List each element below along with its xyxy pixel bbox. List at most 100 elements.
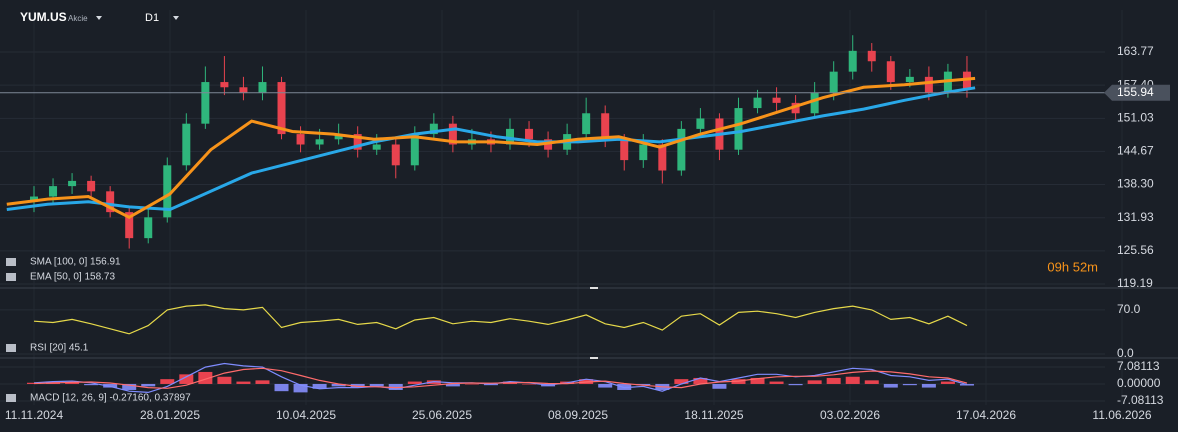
candle-body xyxy=(962,71,971,90)
candle-body xyxy=(867,50,876,62)
last-price-tag xyxy=(1104,84,1170,101)
histogram-bar xyxy=(388,383,403,390)
candle-body xyxy=(182,123,191,166)
candle-body xyxy=(334,134,343,140)
histogram-bar xyxy=(407,381,422,384)
candle-body xyxy=(163,165,172,218)
dropdown-arrow[interactable] xyxy=(96,16,102,20)
histogram-bar xyxy=(940,381,955,384)
y-tick-label: -7.08113 xyxy=(1117,393,1164,407)
y-tick-label: 7.08113 xyxy=(1117,359,1160,373)
candle-body xyxy=(30,196,38,202)
histogram-bar xyxy=(674,379,689,384)
candle-body xyxy=(220,82,229,88)
candle-body xyxy=(658,144,667,171)
candle-body xyxy=(810,92,819,114)
histogram-bar xyxy=(445,383,460,387)
indicator-line xyxy=(33,304,968,335)
y-tick-label: 70.0 xyxy=(1117,302,1141,316)
histogram-bar xyxy=(236,381,251,384)
candle-body xyxy=(772,97,781,103)
candle-body xyxy=(353,134,362,150)
candle-body xyxy=(601,113,610,140)
candle-body xyxy=(87,180,96,192)
histogram-bar xyxy=(693,377,708,384)
histogram-bar xyxy=(826,377,841,384)
plot-layer xyxy=(0,35,1110,394)
countdown: 09h 52m xyxy=(1047,259,1098,274)
candle-body xyxy=(677,128,686,171)
x-tick-label: 08.09.2025 xyxy=(548,408,608,422)
histogram-bar xyxy=(750,377,765,384)
x-tick-label: 03.02.2026 xyxy=(820,408,880,422)
candle-body xyxy=(525,128,534,140)
legend-icon[interactable] xyxy=(6,344,16,352)
legend-icons xyxy=(6,258,16,402)
ma-line xyxy=(6,86,976,212)
candle-body xyxy=(277,82,286,135)
x-tick-label: 25.06.2025 xyxy=(412,408,472,422)
candle-body xyxy=(68,180,77,187)
histogram-bar xyxy=(902,383,917,386)
legend-icon[interactable] xyxy=(6,273,16,281)
histogram-bar xyxy=(769,381,784,384)
candle-body xyxy=(144,217,153,239)
y-tick-label: 0.0 xyxy=(1117,346,1134,360)
legend-macd: MACD [12, 26, 9] -0.27160, 0.37897 xyxy=(30,393,191,404)
candle-body xyxy=(848,50,857,72)
histogram-bar xyxy=(598,383,613,388)
candle-body xyxy=(924,76,933,93)
histogram-bar xyxy=(198,371,213,384)
grid-layer xyxy=(0,10,1123,405)
histogram-bar xyxy=(255,380,270,384)
y-tick-label: 151.03 xyxy=(1117,110,1154,124)
y-tick-label: 163.77 xyxy=(1117,44,1154,58)
histogram-bar xyxy=(883,383,898,388)
legend-ema: EMA [50, 0] 158.73 xyxy=(30,272,115,283)
histogram-bar xyxy=(179,374,194,384)
candle-body xyxy=(258,82,267,93)
legend-icon[interactable] xyxy=(6,394,16,402)
candle-body xyxy=(506,128,514,145)
legend-rsi: RSI [20] 45.1 xyxy=(30,343,89,354)
asset-type: Akcie xyxy=(68,14,88,23)
legend-sma: SMA [100, 0] 156.91 xyxy=(30,257,121,268)
x-tick-label: 11.11.2024 xyxy=(5,408,64,422)
candle-body xyxy=(315,139,324,145)
symbol[interactable]: YUM.US xyxy=(20,10,67,24)
histogram-bar xyxy=(274,383,289,392)
candle-body xyxy=(429,123,438,135)
candle-body xyxy=(410,134,419,166)
y-tick-label: 131.93 xyxy=(1117,210,1154,224)
timeframe[interactable]: D1 xyxy=(145,12,159,24)
dropdown-arrow[interactable] xyxy=(173,16,179,20)
histogram-bar xyxy=(65,382,80,384)
candle-body xyxy=(106,191,115,213)
y-tick-label: 138.30 xyxy=(1117,177,1154,191)
candle-body xyxy=(448,123,457,145)
candle-body xyxy=(734,108,743,150)
candle-body xyxy=(49,186,58,197)
candle-body xyxy=(296,134,305,145)
x-tick-label: 17.04.2026 xyxy=(956,408,1016,422)
histogram-bar xyxy=(788,383,803,386)
candle-body xyxy=(391,144,400,166)
histogram-bar xyxy=(84,383,99,386)
histogram-bar xyxy=(160,379,175,384)
histogram-bar xyxy=(350,383,365,388)
histogram-bar xyxy=(369,383,384,387)
candle-body xyxy=(620,139,629,161)
histogram-bar xyxy=(217,376,232,384)
legend-icon[interactable] xyxy=(6,258,16,266)
candle-body xyxy=(239,87,248,93)
histogram-bar xyxy=(712,383,727,389)
histogram-bar xyxy=(959,383,974,386)
candle-body xyxy=(905,76,914,83)
histogram-bar xyxy=(522,383,537,385)
y-tick-label: 125.56 xyxy=(1117,243,1154,257)
y-tick-label: 0.00000 xyxy=(1117,376,1161,390)
x-tick-label: 10.04.2025 xyxy=(276,408,336,422)
histogram-bar xyxy=(845,376,860,384)
